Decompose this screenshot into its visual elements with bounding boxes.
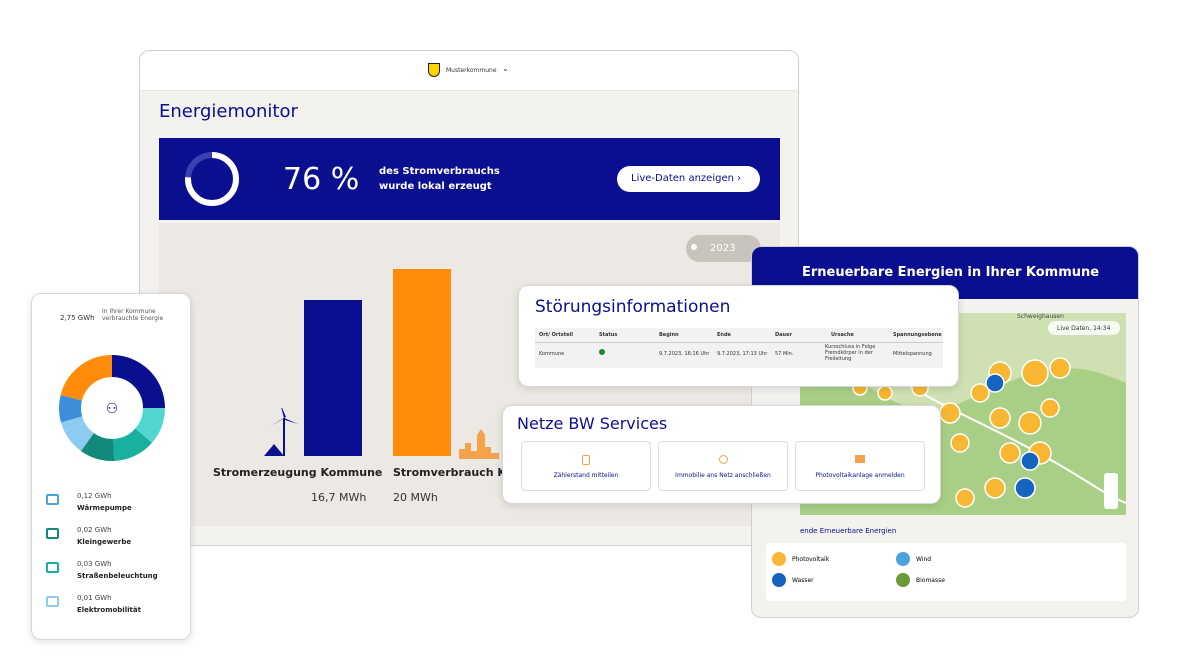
item-icon bbox=[46, 494, 59, 505]
svg-text:⚇: ⚇ bbox=[106, 401, 119, 417]
dropdown-chevron[interactable]: ⌄ bbox=[502, 64, 509, 73]
item-value: 0,02 GWh bbox=[77, 526, 112, 534]
service-label[interactable]: Zählerstand mitteilen bbox=[553, 472, 619, 479]
services-title: Netze BW Services bbox=[517, 414, 668, 433]
live-button[interactable]: Live-Daten anzeigen › bbox=[617, 166, 760, 192]
crest bbox=[428, 63, 440, 77]
map-place: Schweighausen bbox=[1017, 313, 1064, 320]
item-label: Straßenbeleuchtung bbox=[77, 572, 158, 580]
th: Ende bbox=[717, 332, 731, 338]
item-value: 0,03 GWh bbox=[77, 560, 112, 568]
legend-box: Photovoltaik Wind Wasser Biomasse bbox=[766, 543, 1126, 601]
map-live: Live Daten, 14:34 bbox=[1057, 325, 1111, 332]
year[interactable]: 2023 bbox=[710, 243, 736, 254]
services-card: Netze BW Services Zählerstand mitteilen … bbox=[502, 405, 941, 504]
legend-swatch bbox=[896, 552, 910, 566]
th: Ursache bbox=[831, 332, 854, 338]
th: Beginn bbox=[659, 332, 679, 338]
monitor-title: Energiemonitor bbox=[159, 101, 298, 122]
value-label: 16,7 MWh bbox=[311, 491, 367, 504]
category-label: Stromerzeugung Kommune bbox=[213, 466, 383, 479]
item-label: Elektromobilität bbox=[77, 606, 141, 614]
outages-table: Ort/ Ortsteil Status Beginn Ende Dauer U… bbox=[535, 328, 943, 368]
th: Spannungsebene bbox=[893, 332, 942, 338]
total: 2,75 GWh bbox=[60, 314, 95, 322]
ring-arc bbox=[185, 152, 239, 206]
td: Kurzschluss in Folge Fremdkörper in der … bbox=[825, 344, 876, 362]
row-divider bbox=[535, 342, 943, 343]
share-ring bbox=[185, 152, 239, 206]
legend-label[interactable]: Photovoltaik bbox=[792, 556, 830, 563]
item-icon bbox=[46, 562, 59, 573]
item-icon bbox=[46, 528, 59, 539]
bar bbox=[304, 299, 362, 456]
consumption-card: 2,75 GWh In Ihrer Kommune verbrauchte En… bbox=[31, 293, 191, 640]
hero-banner: 76 % des Stromverbrauchs wurde lokal erz… bbox=[159, 138, 780, 220]
item-icon bbox=[46, 596, 59, 607]
year-dot bbox=[691, 244, 697, 250]
hero-text-2: wurde lokal erzeugt bbox=[379, 181, 492, 192]
live-button-label[interactable]: Live-Daten anzeigen bbox=[631, 173, 734, 184]
renewables-title: Erneuerbare Energien in Ihrer Kommune bbox=[802, 265, 1100, 280]
icon bbox=[582, 455, 590, 465]
legend-label[interactable]: Wind bbox=[916, 556, 932, 563]
service-label[interactable]: Photovoltaikanlage anmelden bbox=[815, 472, 905, 479]
service-label[interactable]: Immobilie ans Netz anschließen bbox=[675, 472, 771, 479]
outages-title: Störungsinformationen bbox=[535, 297, 731, 317]
service-button[interactable]: Photovoltaikanlage anmelden bbox=[795, 441, 925, 491]
top-bar: Musterkommune ⌄ bbox=[140, 51, 798, 91]
td: Mittelspannung bbox=[893, 351, 932, 357]
share-label: 76 % bbox=[283, 162, 360, 197]
municipality[interactable]: Musterkommune bbox=[446, 67, 497, 74]
legend-title: ende Erneuerbare Energien bbox=[800, 527, 897, 535]
th: Ort/ Ortsteil bbox=[539, 332, 573, 338]
bar bbox=[393, 269, 451, 456]
td: 9.7.2023, 17:13 Uhr bbox=[717, 351, 768, 357]
td: 57 Min. bbox=[775, 351, 794, 357]
value-label: 20 MWh bbox=[393, 491, 438, 504]
legend-swatch bbox=[896, 573, 910, 587]
item-value: 0,01 GWh bbox=[77, 594, 112, 602]
consumption-donut: ⚇ bbox=[59, 355, 165, 461]
item-label: Kleingewerbe bbox=[77, 538, 132, 546]
hero-text-1: des Stromverbrauchs bbox=[379, 166, 500, 177]
legend-label[interactable]: Biomasse bbox=[916, 577, 945, 584]
icon bbox=[719, 455, 728, 464]
legend-swatch bbox=[772, 573, 786, 587]
icon bbox=[855, 455, 865, 463]
item-label: Wärmepumpe bbox=[77, 504, 132, 512]
year-pill[interactable]: 2023 bbox=[686, 235, 761, 262]
legend-label[interactable]: Wasser bbox=[792, 577, 814, 584]
service-button[interactable]: Immobilie ans Netz anschließen bbox=[658, 441, 788, 491]
outages-card: Störungsinformationen Ort/ Ortsteil Stat… bbox=[518, 285, 959, 387]
service-button[interactable]: Zählerstand mitteilen bbox=[521, 441, 651, 491]
th: Status bbox=[599, 332, 618, 338]
td: Kommune bbox=[539, 351, 565, 357]
legend-swatch bbox=[772, 552, 786, 566]
wind-icon bbox=[264, 408, 298, 456]
status-dot bbox=[599, 349, 605, 355]
total-caption: In Ihrer Kommune verbrauchte Energie bbox=[102, 308, 164, 322]
item-value: 0,12 GWh bbox=[77, 492, 112, 500]
th: Dauer bbox=[775, 332, 792, 338]
town-icon bbox=[459, 429, 499, 459]
td: 9.7.2023, 16:16 Uhr bbox=[659, 351, 710, 357]
